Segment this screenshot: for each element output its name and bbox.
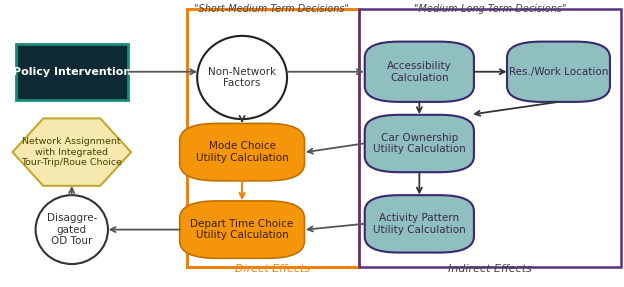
Text: Indirect Effects: Indirect Effects [448,264,532,274]
Text: "Medium-Long Term Decisions": "Medium-Long Term Decisions" [414,4,566,14]
Text: Depart Time Choice
Utility Calculation: Depart Time Choice Utility Calculation [190,219,294,241]
Text: Activity Pattern
Utility Calculation: Activity Pattern Utility Calculation [373,213,466,235]
Text: Non-Network
Factors: Non-Network Factors [208,67,276,88]
FancyBboxPatch shape [180,201,305,258]
Bar [16,44,128,100]
Text: Direct Effects: Direct Effects [235,264,311,274]
Ellipse shape [197,36,287,119]
FancyBboxPatch shape [364,42,474,102]
Text: Disaggre-
gated
OD Tour: Disaggre- gated OD Tour [47,213,97,246]
FancyBboxPatch shape [507,42,610,102]
Text: Mode Choice
Utility Calculation: Mode Choice Utility Calculation [196,141,288,163]
Text: Car Ownership
Utility Calculation: Car Ownership Utility Calculation [373,133,466,154]
Text: Accessibility
Calculation: Accessibility Calculation [387,61,452,83]
Text: Policy Intervention: Policy Intervention [12,67,131,77]
FancyBboxPatch shape [364,195,474,253]
FancyBboxPatch shape [180,123,305,181]
Text: "Short-Medium Term Decisions": "Short-Medium Term Decisions" [194,4,349,14]
Ellipse shape [36,195,108,264]
Bar [359,9,621,267]
Text: Network Assignment
with Integrated
Tour-Trip/Roue Choice: Network Assignment with Integrated Tour-… [21,137,122,167]
FancyBboxPatch shape [364,115,474,172]
Bar [187,9,359,267]
Text: Res./Work Location: Res./Work Location [509,67,608,77]
Polygon shape [12,119,131,186]
